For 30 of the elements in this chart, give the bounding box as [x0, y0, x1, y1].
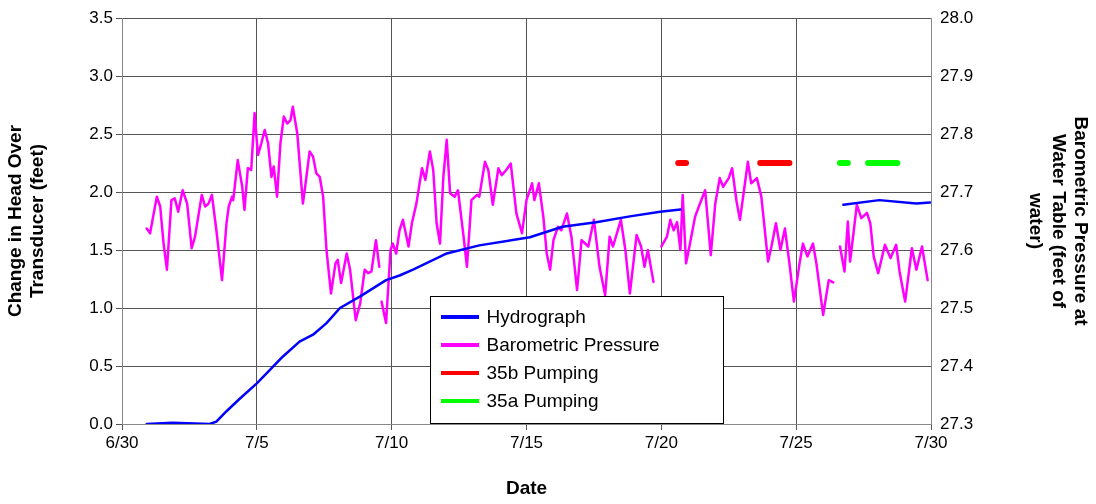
y2-tick-label: 27.5	[940, 297, 974, 317]
y2-tick-label: 27.3	[940, 413, 974, 433]
x-tick-label: 7/25	[779, 432, 813, 452]
y-tick-label: 0.0	[89, 413, 113, 433]
y-tick-label: 3.0	[89, 65, 113, 85]
y-tick-label: 2.0	[89, 181, 113, 201]
legend-label: Hydrograph	[486, 306, 586, 328]
legend-label: 35b Pumping	[486, 362, 599, 384]
y2-tick-label: 27.4	[940, 355, 974, 375]
x-tick-label: 7/10	[375, 432, 409, 452]
x-tick-label: 6/30	[105, 432, 139, 452]
x-tick-label: 7/30	[914, 432, 948, 452]
x-tick-label: 7/15	[509, 432, 544, 452]
y-tick-label: 1.5	[89, 239, 113, 259]
y2-tick-label: 28.0	[940, 7, 974, 27]
y2-tick-label: 27.7	[940, 181, 974, 201]
legend-label: 35a Pumping	[486, 390, 599, 412]
x-tick-label: 7/5	[245, 432, 269, 452]
y-tick-label: 1.0	[89, 297, 113, 317]
y-tick-label: 3.5	[89, 7, 113, 27]
y-tick-label: 2.5	[89, 123, 113, 143]
y2-axis-title: Barometric Pressure at Water Table (feet of water)	[1025, 116, 1093, 327]
y-tick-label: 0.5	[89, 355, 113, 375]
legend-label: Barometric Pressure	[486, 334, 660, 356]
y2-tick-label: 27.6	[940, 239, 974, 259]
x-axis-title: Date	[505, 476, 548, 498]
y2-tick-label: 27.8	[940, 123, 974, 143]
y2-tick-label: 27.9	[940, 65, 974, 85]
y-axis-title: Change in Head Over Transducer (feet)	[3, 124, 48, 318]
x-tick-label: 7/20	[644, 432, 678, 452]
